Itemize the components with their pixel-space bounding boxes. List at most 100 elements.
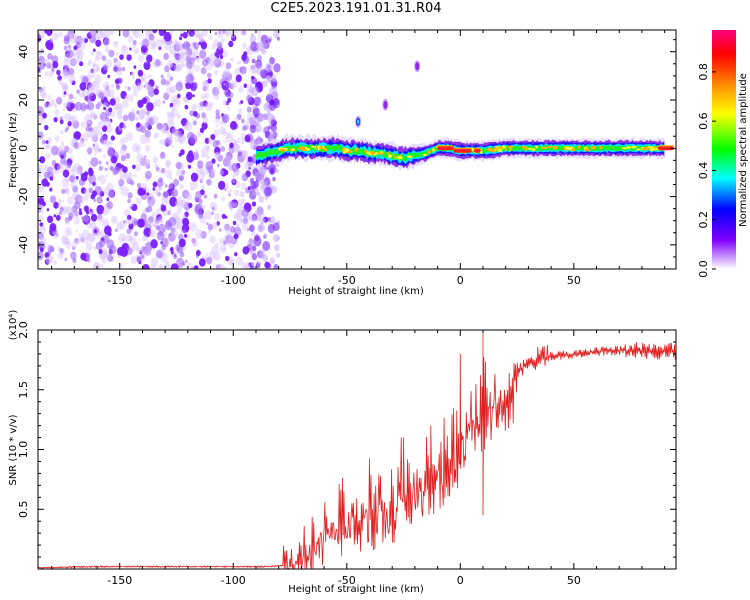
noise-speckle bbox=[250, 41, 258, 52]
noise-speckle bbox=[175, 199, 181, 207]
noise-speckle bbox=[224, 238, 227, 242]
noise-speckle bbox=[182, 213, 186, 218]
noise-speckle bbox=[77, 194, 85, 204]
noise-speckle bbox=[226, 106, 230, 111]
x-tick-label: -100 bbox=[221, 574, 246, 587]
noise-speckle bbox=[161, 190, 170, 201]
noise-speckle bbox=[235, 256, 243, 266]
noise-speckle bbox=[214, 213, 221, 222]
noise-speckle bbox=[201, 93, 206, 100]
noise-speckle bbox=[141, 108, 148, 115]
noise-speckle bbox=[119, 146, 127, 156]
noise-speckle bbox=[105, 116, 110, 122]
noise-speckle bbox=[146, 54, 153, 63]
noise-speckle bbox=[38, 55, 45, 64]
noise-speckle bbox=[221, 148, 225, 153]
colorbar: 0.0 0.2 0.4 0.6 0.8 Normalized spectral ampl… bbox=[697, 30, 749, 278]
noise-speckle bbox=[179, 54, 184, 60]
noise-speckle bbox=[132, 142, 140, 153]
noise-speckle bbox=[43, 164, 49, 172]
noise-speckle bbox=[179, 52, 184, 58]
noise-speckle bbox=[190, 187, 194, 192]
noise-speckle bbox=[53, 260, 57, 265]
noise-speckle bbox=[90, 213, 98, 222]
ridge-fleck bbox=[531, 148, 536, 152]
noise-speckle bbox=[103, 88, 111, 98]
noise-speckle bbox=[78, 233, 83, 238]
noise-speckle bbox=[239, 66, 247, 75]
noise-speckle bbox=[162, 253, 166, 257]
noise-speckle bbox=[179, 184, 184, 190]
noise-speckle bbox=[232, 179, 236, 184]
noise-speckle bbox=[241, 182, 247, 190]
noise-speckle bbox=[158, 223, 166, 234]
noise-speckle bbox=[237, 224, 241, 229]
noise-speckle bbox=[193, 81, 198, 88]
noise-speckle bbox=[74, 101, 83, 111]
noise-speckle bbox=[67, 44, 71, 49]
ridge-fleck bbox=[392, 153, 395, 157]
noise-speckle bbox=[269, 86, 278, 97]
ridge-peak bbox=[437, 146, 454, 151]
noise-speckle bbox=[99, 134, 108, 145]
noise-speckle bbox=[38, 32, 41, 38]
noise-speckle bbox=[86, 32, 92, 39]
noise-speckle bbox=[171, 127, 179, 136]
noise-speckle bbox=[130, 203, 134, 207]
noise-speckle bbox=[70, 168, 76, 175]
noise-speckle bbox=[174, 224, 180, 230]
noise-speckle bbox=[202, 204, 206, 209]
noise-speckle bbox=[152, 156, 159, 164]
ridge-fleck bbox=[626, 146, 632, 149]
noise-speckle bbox=[135, 197, 142, 205]
noise-speckle bbox=[172, 178, 179, 187]
noise-speckle bbox=[255, 128, 259, 133]
noise-speckle bbox=[122, 114, 129, 122]
noise-speckle bbox=[158, 46, 162, 51]
noise-speckle bbox=[151, 41, 157, 48]
noise-speckle bbox=[56, 163, 65, 173]
noise-speckle bbox=[78, 211, 83, 216]
noise-speckle bbox=[122, 124, 127, 129]
ridge-fleck bbox=[653, 145, 656, 149]
noise-speckle bbox=[69, 33, 78, 44]
noise-speckle bbox=[74, 211, 80, 218]
noise-speckle bbox=[77, 165, 83, 173]
noise-speckle bbox=[88, 183, 92, 187]
noise-speckle bbox=[227, 97, 232, 103]
noise-speckle bbox=[168, 208, 172, 213]
noise-speckle bbox=[89, 30, 95, 37]
noise-speckle bbox=[51, 66, 55, 71]
noise-speckle bbox=[155, 225, 160, 231]
noise-speckle bbox=[157, 216, 164, 224]
noise-speckle bbox=[90, 112, 95, 118]
noise-speckle bbox=[73, 45, 78, 51]
noise-speckle bbox=[175, 39, 178, 43]
noise-speckle bbox=[222, 266, 226, 269]
noise-speckle bbox=[127, 35, 134, 43]
noise-speckle bbox=[150, 257, 159, 267]
noise-speckle bbox=[202, 85, 208, 92]
noise-speckle bbox=[121, 44, 127, 51]
noise-speckle bbox=[92, 135, 98, 143]
noise-speckle bbox=[146, 192, 150, 196]
noise-speckle bbox=[96, 176, 101, 181]
noise-speckle bbox=[116, 84, 121, 90]
noise-speckle bbox=[98, 165, 103, 171]
noise-speckle bbox=[273, 264, 279, 269]
noise-speckle bbox=[208, 59, 214, 66]
noise-speckle bbox=[160, 74, 164, 79]
noise-speckle bbox=[143, 61, 151, 70]
colorbar-tick-label: 0.4 bbox=[697, 162, 710, 180]
noise-speckle bbox=[201, 122, 208, 130]
noise-speckle bbox=[50, 99, 56, 106]
noise-speckle bbox=[86, 221, 93, 229]
noise-speckle bbox=[103, 187, 111, 196]
noise-speckle bbox=[124, 218, 130, 225]
noise-speckle bbox=[157, 192, 161, 197]
noise-speckle bbox=[268, 100, 277, 111]
noise-speckle bbox=[127, 219, 133, 225]
noise-speckle bbox=[205, 253, 209, 257]
noise-speckle bbox=[205, 160, 214, 171]
heatmap-noise-layer bbox=[38, 30, 281, 269]
